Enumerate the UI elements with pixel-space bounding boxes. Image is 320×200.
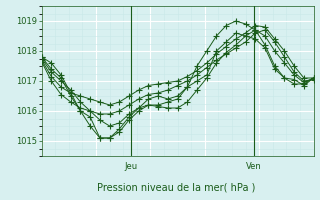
Text: Pression niveau de la mer( hPa ): Pression niveau de la mer( hPa ) — [97, 182, 255, 192]
Text: Jeu: Jeu — [125, 162, 138, 171]
Text: Ven: Ven — [246, 162, 262, 171]
